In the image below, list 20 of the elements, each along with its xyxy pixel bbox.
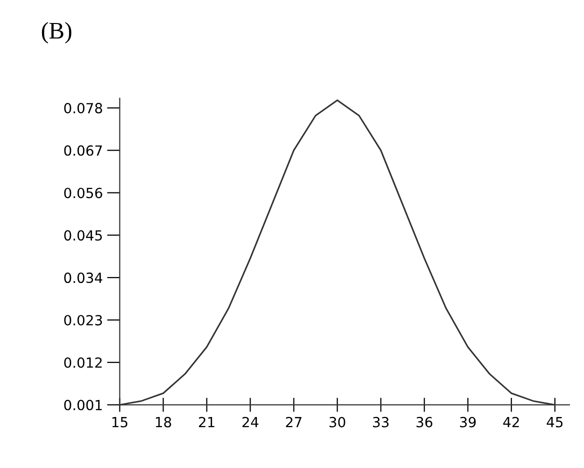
x-tick-label: 42 [503, 416, 519, 428]
y-tick-label: 0.067 [64, 145, 102, 156]
x-tick-label: 18 [156, 416, 172, 428]
y-tick-label: 0.001 [64, 400, 102, 410]
y-tick-label: 0.078 [64, 102, 102, 114]
x-tick-label: 24 [242, 416, 258, 428]
y-tick-label: 0.045 [64, 230, 102, 241]
x-tick-label: 21 [198, 416, 214, 428]
x-tick-label: 15 [112, 417, 128, 428]
x-tick-label: 36 [416, 416, 432, 428]
x-tick-label: 33 [373, 416, 389, 428]
y-tick-label: 0.034 [64, 272, 102, 284]
x-tick-label: 27 [286, 416, 302, 428]
x-tick-label: 45 [546, 417, 563, 428]
y-tick-label: 0.012 [64, 357, 102, 368]
x-tick-label: 30 [330, 416, 346, 428]
chart-title: (B) [42, 22, 72, 44]
x-tick-label: 39 [460, 416, 476, 428]
y-tick-label: 0.023 [64, 314, 102, 326]
y-tick-label: 0.056 [64, 188, 102, 198]
